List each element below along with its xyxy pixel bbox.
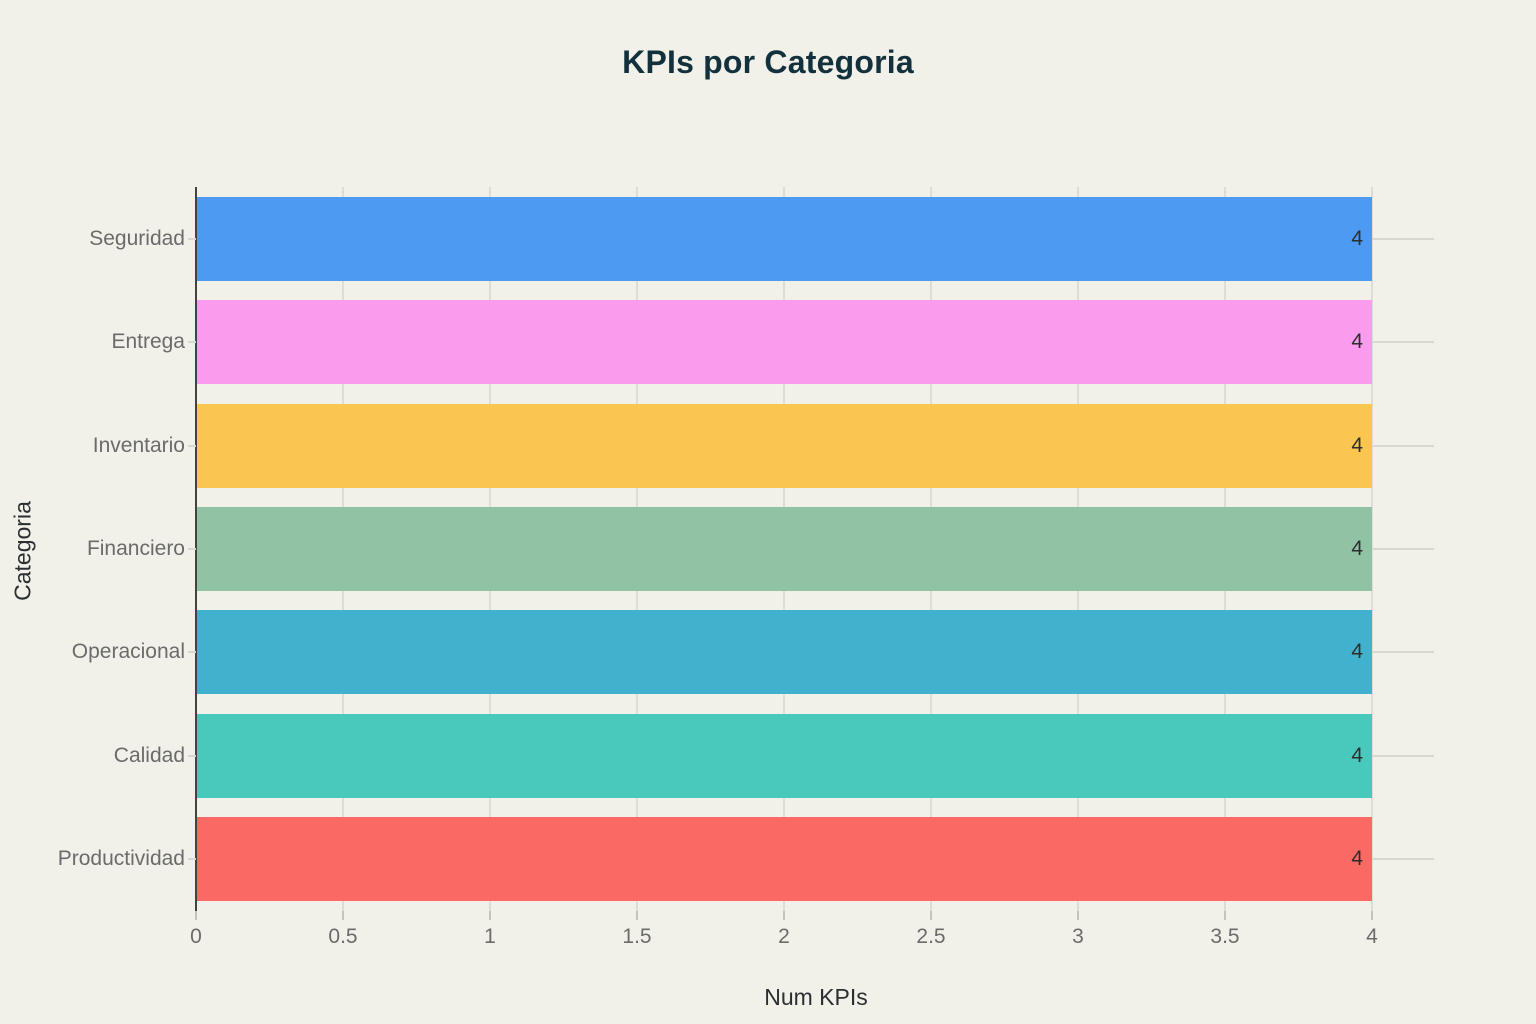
bar-band: 4 <box>196 817 1372 902</box>
x-axis-tick-label: 3 <box>1072 925 1084 948</box>
y-axis-tick <box>188 444 196 447</box>
x-axis-tick-label: 2.5 <box>916 925 946 948</box>
y-axis-tick <box>188 651 196 654</box>
bar-operacional: 4 <box>196 610 1372 695</box>
bar-value-label: 4 <box>1351 537 1363 560</box>
bar-calidad: 4 <box>196 713 1372 798</box>
x-axis-tick-label: 0 <box>190 925 202 948</box>
x-axis-tick <box>1371 911 1373 920</box>
bar-value-label: 4 <box>1351 640 1363 664</box>
bar-band: 4 <box>196 300 1372 385</box>
bar-value-label: 4 <box>1351 743 1363 767</box>
bar-inventario: 4 <box>196 403 1372 488</box>
bar-band: 4 <box>196 713 1372 798</box>
bar-entrega: 4 <box>196 300 1372 385</box>
plot-area: 4 4 4 4 4 4 4 <box>195 187 1436 911</box>
y-axis-tick-label: Entrega <box>111 330 185 354</box>
y-axis-tick <box>188 858 196 861</box>
x-axis-tick <box>489 911 491 920</box>
bar-value-label: 4 <box>1351 330 1363 354</box>
y-axis-tick <box>188 548 196 550</box>
y-axis-tick-label: Calidad <box>113 743 185 767</box>
y-axis-tick-label: Operacional <box>71 640 185 664</box>
x-axis-tick <box>1077 911 1079 920</box>
y-axis-tick-label: Seguridad <box>89 226 185 250</box>
bar-band: 4 <box>196 507 1372 591</box>
x-axis-tick <box>1224 911 1226 920</box>
y-axis-tick <box>188 341 196 344</box>
right-side-tick <box>1372 444 1434 447</box>
x-axis-tick <box>195 911 197 920</box>
right-side-tick <box>1372 858 1434 861</box>
x-axis-tick-label: 1 <box>484 925 496 948</box>
bar-band: 4 <box>196 403 1372 488</box>
x-axis-tick <box>636 911 638 920</box>
x-axis-tick-label: 2 <box>778 925 790 948</box>
bar-value-label: 4 <box>1351 226 1363 250</box>
bar-financiero: 4 <box>196 507 1372 591</box>
x-axis-tick-label: 0.5 <box>328 925 358 948</box>
y-axis-line <box>195 187 197 911</box>
right-side-tick <box>1372 548 1434 550</box>
right-side-tick <box>1372 651 1434 654</box>
x-axis-tick-label: 3.5 <box>1210 925 1240 948</box>
y-axis-tick <box>188 754 196 757</box>
y-axis-tick-label: Financiero <box>86 537 185 560</box>
x-axis-tick <box>783 911 785 920</box>
x-axis-tick-label: 1.5 <box>622 925 652 948</box>
chart-title: KPIs por Categoria <box>622 44 914 80</box>
x-axis-title: Num KPIs <box>764 984 868 1010</box>
y-axis-tick-label: Inventario <box>92 433 185 457</box>
bar-band: 4 <box>196 196 1372 281</box>
right-side-tick <box>1372 341 1434 344</box>
bar-value-label: 4 <box>1351 433 1363 457</box>
bar-seguridad: 4 <box>196 196 1372 281</box>
right-side-tick <box>1372 237 1434 240</box>
x-axis-tick-label: 4 <box>1366 925 1378 948</box>
y-axis-tick-label: Productividad <box>57 847 185 871</box>
bar-value-label: 4 <box>1351 847 1363 871</box>
bar-productividad: 4 <box>196 817 1372 902</box>
x-axis-tick <box>342 911 344 920</box>
right-side-tick <box>1372 754 1434 757</box>
x-axis-tick <box>930 911 932 920</box>
bar-band: 4 <box>196 610 1372 695</box>
y-axis-tick <box>188 237 196 240</box>
